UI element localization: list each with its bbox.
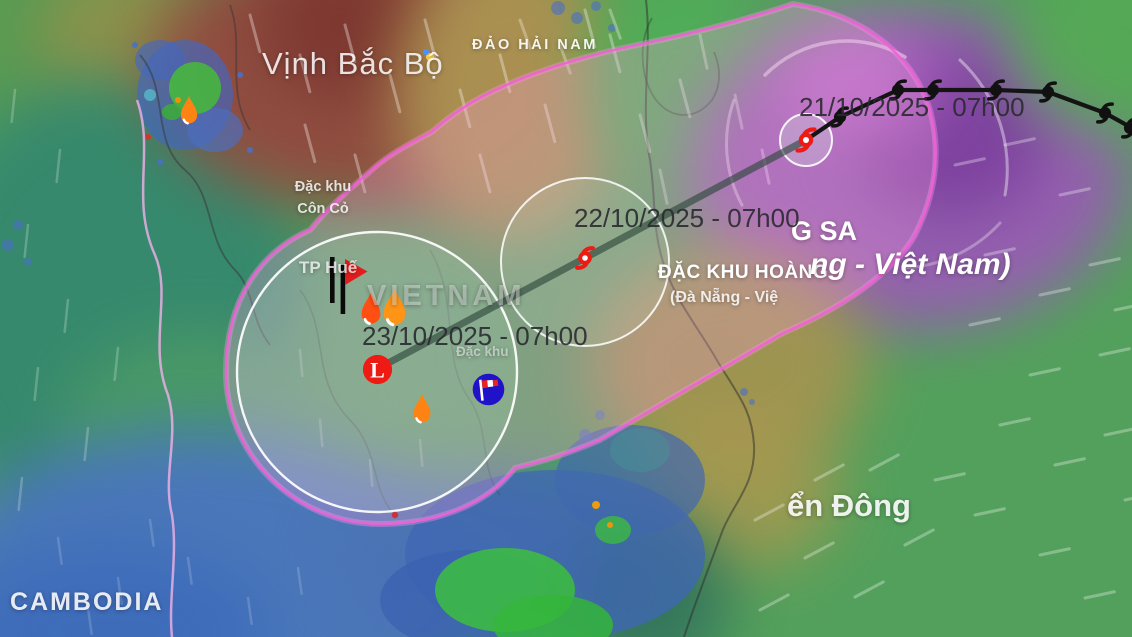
- low-pressure-label: L: [370, 358, 385, 383]
- cyclone-eye: [582, 255, 588, 261]
- cyclone-eye: [803, 137, 809, 143]
- wind-streak-arcs: [725, 39, 1009, 270]
- label-da-nang: (Đà Nẵng - Việ: [670, 289, 779, 306]
- color-blob: [395, 0, 625, 240]
- label-special-zone-faint: Đặc khu: [456, 344, 509, 359]
- color-blob: [780, 30, 940, 140]
- city-dot: [391, 511, 399, 519]
- forecast-date-21-10: 21/10/2025 - 07h00: [799, 92, 1025, 122]
- wind-streaks: [10, 8, 1132, 635]
- map-borders: [135, 0, 756, 637]
- label-hue-city: TP Huế: [299, 258, 358, 277]
- low-pressure-icon[interactable]: L: [362, 354, 393, 385]
- label-cambodia: CAMBODIA: [10, 588, 164, 616]
- label-gulf-of-tonkin: Vịnh Bắc Bộ: [262, 46, 444, 81]
- label-viet-nam-italic: ng - Việt Nam): [810, 248, 1011, 281]
- cyclone-icon: [1096, 102, 1114, 124]
- label-hoang-sa: ĐẶC KHU HOÀNG: [658, 262, 829, 283]
- label-vietnam: VIETNAM: [367, 280, 526, 312]
- label-con-co-line1: Đặc khu: [294, 179, 352, 195]
- label-hoang-sa-large: G SA: [791, 216, 858, 246]
- windsock-icon[interactable]: [472, 373, 505, 406]
- label-east-sea: ển Đông: [787, 488, 911, 523]
- forecast-date-22-10: 22/10/2025 - 07h00: [574, 203, 800, 233]
- radar-precipitation-layer: [2, 1, 755, 637]
- label-hainan-island: ĐẢO HẢI NAM: [472, 37, 598, 53]
- label-con-co-line2: Côn Cỏ: [297, 201, 349, 217]
- cyclone-icon: [1039, 81, 1057, 103]
- forecast-date-23-10: 23/10/2025 - 07h00: [362, 321, 588, 351]
- flag-marker-icon[interactable]: [330, 257, 368, 314]
- past-track-line: [804, 87, 1132, 142]
- label-con-co-special-zone: Đặc khu Côn Cỏ: [284, 176, 362, 220]
